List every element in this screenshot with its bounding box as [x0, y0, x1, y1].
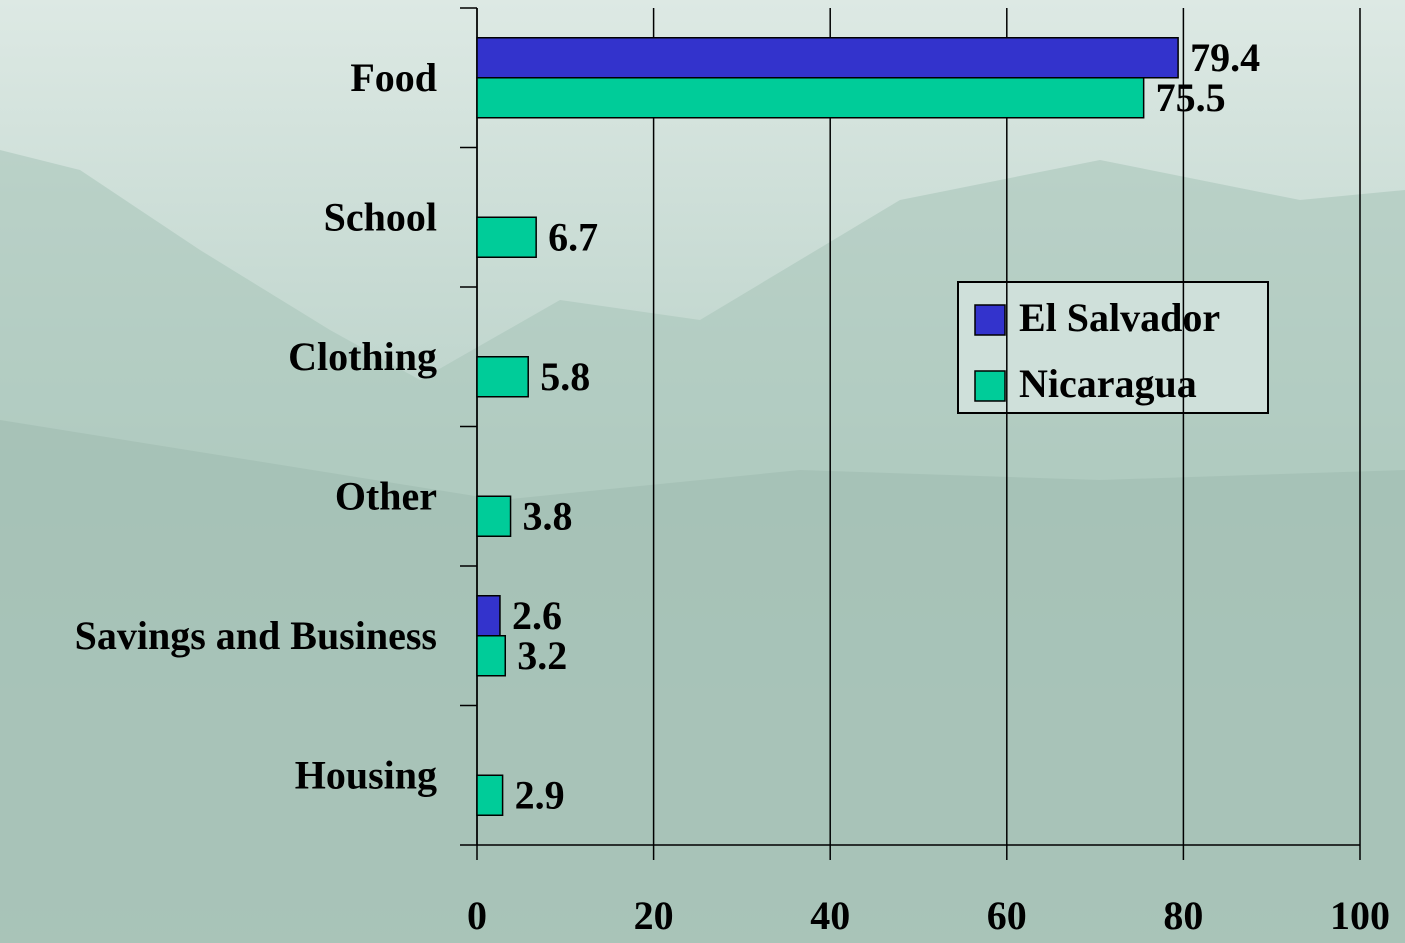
y-tick-label: School	[324, 194, 437, 239]
data-label: 75.5	[1156, 75, 1226, 120]
legend-label: Nicaragua	[1019, 361, 1197, 406]
x-tick-label: 100	[1330, 893, 1390, 938]
y-tick-label: Other	[335, 473, 437, 518]
bar	[476, 77, 1145, 119]
bar	[476, 635, 507, 677]
legend: El Salvador Nicaragua	[957, 281, 1269, 414]
x-tick-label: 60	[987, 893, 1027, 938]
x-tick-label: 40	[810, 893, 850, 938]
data-label: 3.2	[517, 633, 567, 678]
x-tick-label: 80	[1163, 893, 1203, 938]
data-label: 3.8	[523, 493, 573, 538]
legend-label: El Salvador	[1019, 295, 1220, 340]
y-tick-label: Clothing	[288, 334, 437, 379]
x-tick-label: 20	[634, 893, 674, 938]
data-label: 2.6	[512, 593, 562, 638]
y-tick-label: Housing	[295, 752, 437, 797]
legend-swatch	[974, 370, 1006, 402]
bar	[476, 216, 537, 258]
bar	[476, 595, 501, 637]
legend-swatch	[974, 304, 1006, 336]
data-label: 79.4	[1190, 35, 1260, 80]
y-tick-label: Savings and Business	[75, 613, 437, 658]
bar	[476, 774, 504, 816]
x-tick-label: 0	[467, 893, 487, 938]
y-tick-label: Food	[350, 55, 437, 100]
data-label: 2.9	[515, 772, 565, 817]
data-label: 5.8	[540, 354, 590, 399]
bar	[476, 37, 1179, 79]
legend-box	[957, 281, 1269, 414]
bar	[476, 495, 512, 537]
background-field	[0, 420, 1405, 943]
bar	[476, 356, 529, 398]
data-label: 6.7	[548, 214, 598, 259]
